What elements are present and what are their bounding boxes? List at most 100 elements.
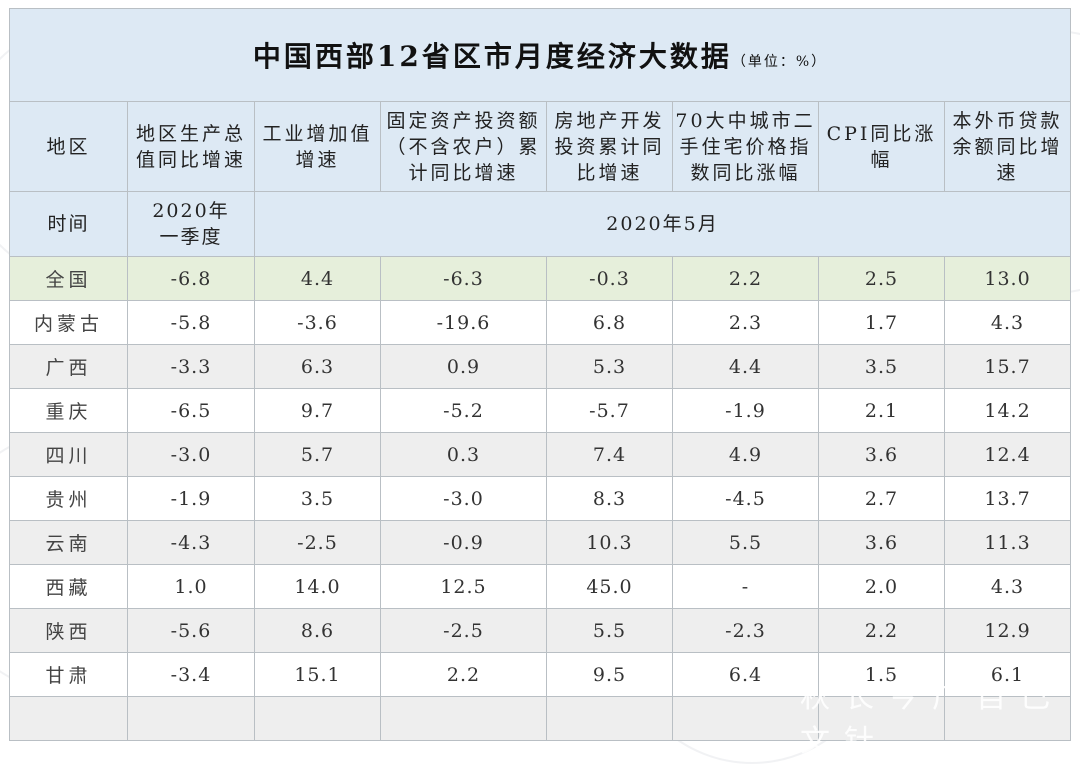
- loans-cell: 15.7: [943, 344, 1072, 389]
- industry-cell: 6.3: [254, 344, 381, 389]
- loans-cell: 12.9: [943, 608, 1072, 653]
- fixed-investment-cell: -3.0: [380, 476, 547, 521]
- housing-price-cell: -1.9: [672, 388, 819, 433]
- industry-cell: 4.4: [254, 256, 381, 301]
- fixed-investment-cell: 0.9: [380, 344, 547, 389]
- industry-cell: [254, 696, 381, 741]
- header-cpi: CPI同比涨幅: [818, 101, 945, 192]
- region-cell: 西藏: [9, 564, 128, 609]
- housing-price-cell: [672, 696, 819, 741]
- loans-cell: 12.4: [943, 432, 1072, 477]
- header-row: 地区 地区生产总值同比增速 工业增加值增速 固定资产投资额（不含农户）累计同比增…: [9, 101, 1072, 192]
- title-unit: （单位：%）: [731, 54, 828, 70]
- gdp-cell: -6.5: [127, 388, 255, 433]
- real-estate-cell: 5.3: [546, 344, 673, 389]
- real-estate-cell: [546, 696, 673, 741]
- gdp-cell: -3.4: [127, 652, 255, 697]
- region-cell: 云南: [9, 520, 128, 565]
- housing-price-cell: 2.3: [672, 300, 819, 345]
- region-cell: 全国: [9, 256, 128, 301]
- real-estate-cell: 9.5: [546, 652, 673, 697]
- table-row: 陕西 -5.6 8.6 -2.5 5.5 -2.3 2.2 12.9: [9, 608, 1072, 653]
- table-row: 广西 -3.3 6.3 0.9 5.3 4.4 3.5 15.7: [9, 344, 1072, 389]
- real-estate-cell: 10.3: [546, 520, 673, 565]
- industry-cell: 5.7: [254, 432, 381, 477]
- title-row: 中国西部12省区市月度经济大数据（单位：%）: [8, 8, 1072, 102]
- real-estate-cell: 8.3: [546, 476, 673, 521]
- header-industry: 工业增加值增速: [254, 101, 381, 192]
- real-estate-cell: -5.7: [546, 388, 673, 433]
- fixed-investment-cell: -0.9: [380, 520, 547, 565]
- housing-price-cell: -2.3: [672, 608, 819, 653]
- housing-price-cell: -4.5: [672, 476, 819, 521]
- housing-price-cell: 5.5: [672, 520, 819, 565]
- gdp-cell: -5.6: [127, 608, 255, 653]
- region-cell: 陕西: [9, 608, 128, 653]
- title-main: 中国西部12省区市月度经济大数据: [252, 40, 732, 73]
- table-row: 云南 -4.3 -2.5 -0.9 10.3 5.5 3.6 11.3: [9, 520, 1072, 565]
- cpi-cell: 2.7: [818, 476, 945, 521]
- cpi-cell: 3.6: [818, 432, 945, 477]
- table-row: 全国 -6.8 4.4 -6.3 -0.3 2.2 2.5 13.0: [9, 256, 1072, 301]
- fixed-investment-cell: 2.2: [380, 652, 547, 697]
- industry-cell: 8.6: [254, 608, 381, 653]
- cpi-cell: 2.5: [818, 256, 945, 301]
- industry-cell: -3.6: [254, 300, 381, 345]
- fixed-investment-cell: -6.3: [380, 256, 547, 301]
- industry-cell: -2.5: [254, 520, 381, 565]
- table-row: 西藏 1.0 14.0 12.5 45.0 - 2.0 4.3: [9, 564, 1072, 609]
- region-cell: 甘肃: [9, 652, 128, 697]
- loans-cell: 13.0: [943, 256, 1072, 301]
- housing-price-cell: 4.9: [672, 432, 819, 477]
- fixed-investment-cell: -2.5: [380, 608, 547, 653]
- header-housing-price: 70大中城市二手住宅价格指数同比涨幅: [672, 101, 819, 192]
- housing-price-cell: 2.2: [672, 256, 819, 301]
- monthly-period: 2020年5月: [253, 191, 1072, 257]
- industry-cell: 9.7: [254, 388, 381, 433]
- header-fixed-investment: 固定资产投资额（不含农户）累计同比增速: [380, 101, 547, 192]
- industry-cell: 15.1: [254, 652, 381, 697]
- real-estate-cell: -0.3: [546, 256, 673, 301]
- source-watermark-text: 秋长今广自己文针: [800, 680, 1064, 759]
- region-cell: 贵州: [9, 476, 128, 521]
- real-estate-cell: 7.4: [546, 432, 673, 477]
- real-estate-cell: 6.8: [546, 300, 673, 345]
- fixed-investment-cell: 0.3: [380, 432, 547, 477]
- table-row: 四川 -3.0 5.7 0.3 7.4 4.9 3.6 12.4: [9, 432, 1072, 477]
- region-cell: 重庆: [9, 388, 128, 433]
- region-cell: [9, 696, 128, 741]
- table-row: 内蒙古 -5.8 -3.6 -19.6 6.8 2.3 1.7 4.3: [9, 300, 1072, 345]
- cpi-cell: 2.2: [818, 608, 945, 653]
- economic-data-table: 中国西部12省区市月度经济大数据（单位：%） 地区 地区生产总值同比增速 工业增…: [8, 8, 1072, 741]
- gdp-cell: -1.9: [127, 476, 255, 521]
- loans-cell: 4.3: [943, 564, 1072, 609]
- gdp-cell: 1.0: [127, 564, 255, 609]
- cpi-cell: 1.7: [818, 300, 945, 345]
- gdp-cell: -3.0: [127, 432, 255, 477]
- loans-cell: 4.3: [943, 300, 1072, 345]
- loans-cell: 14.2: [943, 388, 1072, 433]
- fixed-investment-cell: 12.5: [380, 564, 547, 609]
- table-row: 贵州 -1.9 3.5 -3.0 8.3 -4.5 2.7 13.7: [9, 476, 1072, 521]
- region-cell: 内蒙古: [9, 300, 128, 345]
- industry-cell: 3.5: [254, 476, 381, 521]
- gdp-cell: [127, 696, 255, 741]
- fixed-investment-cell: [380, 696, 547, 741]
- real-estate-cell: 5.5: [546, 608, 673, 653]
- cpi-cell: 2.1: [818, 388, 945, 433]
- gdp-cell: -4.3: [127, 520, 255, 565]
- real-estate-cell: 45.0: [546, 564, 673, 609]
- industry-cell: 14.0: [254, 564, 381, 609]
- region-cell: 四川: [9, 432, 128, 477]
- time-row: 时间 2020年一季度 2020年5月: [9, 191, 1072, 257]
- header-real-estate: 房地产开发投资累计同比增速: [546, 101, 673, 192]
- cpi-cell: 3.5: [818, 344, 945, 389]
- gdp-period: 2020年一季度: [127, 191, 255, 257]
- table-row: 重庆 -6.5 9.7 -5.2 -5.7 -1.9 2.1 14.2: [9, 388, 1072, 433]
- fixed-investment-cell: -19.6: [380, 300, 547, 345]
- gdp-cell: -6.8: [127, 256, 255, 301]
- table-row: 甘肃 -3.4 15.1 2.2 9.5 6.4 1.5 6.1: [9, 652, 1072, 697]
- gdp-cell: -5.8: [127, 300, 255, 345]
- header-gdp: 地区生产总值同比增速: [127, 101, 255, 192]
- fixed-investment-cell: -5.2: [380, 388, 547, 433]
